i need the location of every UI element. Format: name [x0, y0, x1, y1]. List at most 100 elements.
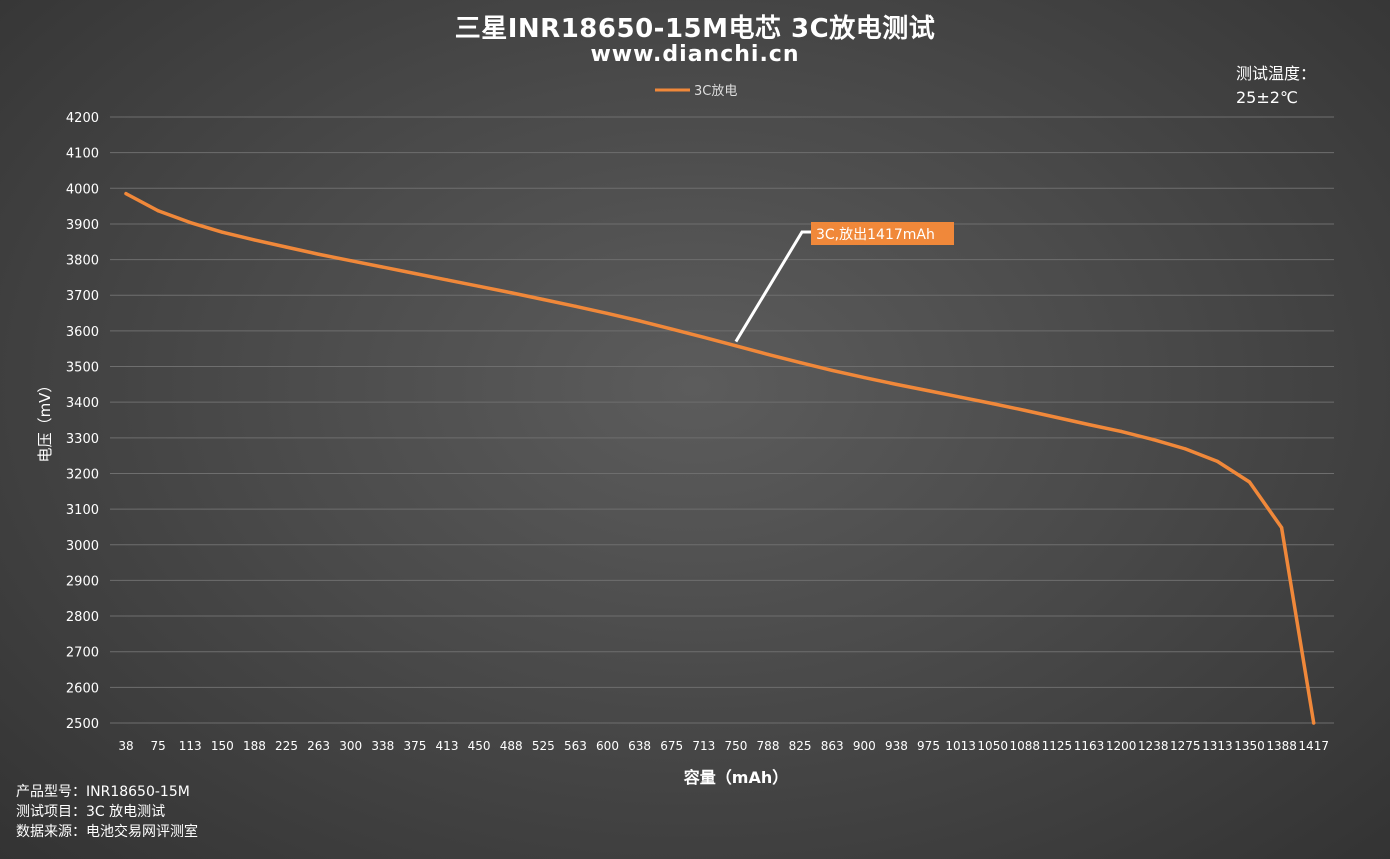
- y-tick-label: 2500: [66, 717, 99, 732]
- y-tick-label: 3100: [66, 503, 99, 518]
- x-tick-label: 450: [468, 739, 491, 753]
- footer-model: 产品型号：INR18650-15M: [16, 784, 190, 800]
- y-tick-label: 3500: [66, 361, 99, 376]
- data-point: [477, 284, 481, 288]
- x-tick-label: 413: [436, 739, 459, 753]
- x-tick-label: 263: [307, 739, 330, 753]
- x-tick-label: 488: [500, 739, 523, 753]
- x-tick-label: 113: [179, 739, 202, 753]
- data-point: [959, 395, 963, 399]
- data-point: [1215, 459, 1219, 463]
- y-tick-label: 4200: [66, 111, 99, 126]
- gridlines: [110, 116, 1334, 724]
- data-point: [541, 297, 545, 302]
- data-point: [284, 245, 289, 249]
- y-tick-label: 4100: [66, 147, 99, 162]
- x-tick-label: 375: [403, 739, 426, 753]
- x-tick-label: 1238: [1138, 739, 1169, 753]
- data-point: [766, 352, 770, 357]
- data-point: [1247, 480, 1252, 484]
- x-tick-label: 600: [596, 739, 619, 753]
- chart-title: 三星INR18650-15M电芯 3C放电测试: [454, 14, 936, 44]
- callout-text: 3C,放出1417mAh: [816, 227, 935, 243]
- data-point: [638, 319, 642, 323]
- x-tick-label: 1050: [977, 739, 1008, 753]
- y-tick-label: 3900: [66, 218, 99, 233]
- data-point: [156, 209, 160, 213]
- x-tick-label: 900: [853, 739, 876, 753]
- data-point: [1055, 415, 1059, 420]
- y-tick-label: 3300: [66, 432, 99, 447]
- y-axis-label: 电压（mV）: [36, 378, 54, 463]
- test-conditions: 测试温度： 25±2℃: [1236, 62, 1316, 110]
- data-point: [798, 361, 802, 365]
- y-tick-label: 2900: [66, 574, 99, 589]
- data-point: [413, 271, 417, 276]
- x-tick-label: 1013: [945, 739, 976, 753]
- data-point: [605, 311, 610, 316]
- x-tick-label: 750: [724, 739, 747, 753]
- data-point: [1151, 438, 1155, 442]
- data-point: [445, 278, 449, 282]
- data-point: [188, 220, 192, 225]
- x-tick-label: 1088: [1010, 739, 1041, 753]
- data-point: [1023, 408, 1027, 412]
- data-point: [317, 252, 321, 256]
- data-point: [573, 304, 578, 308]
- chart-subtitle: www.dianchi.cn: [590, 42, 800, 67]
- annotation: 3C,放出1417mAh: [734, 222, 954, 343]
- callout-box: [811, 222, 954, 245]
- data-point: [1119, 429, 1123, 434]
- series-3c-discharge: [124, 191, 1316, 725]
- data-point: [830, 368, 834, 373]
- y-tick-label: 3200: [66, 467, 99, 482]
- x-tick-label: 863: [821, 739, 844, 753]
- footer-test-item: 测试项目：3C 放电测试: [16, 804, 166, 820]
- data-point: [670, 327, 674, 331]
- x-tick-label: 225: [275, 739, 298, 753]
- y-tick-label: 3600: [66, 325, 99, 340]
- test-temperature-value: 25±2℃: [1236, 88, 1298, 107]
- data-point: [991, 402, 995, 406]
- x-tick-label: 825: [789, 739, 812, 753]
- x-tick-label: 975: [917, 739, 940, 753]
- x-tick-label: 338: [371, 739, 394, 753]
- data-point: [220, 230, 224, 234]
- x-tick-label: 38: [118, 739, 133, 753]
- x-tick-label: 1350: [1234, 739, 1265, 753]
- x-tick-label: 188: [243, 739, 266, 753]
- y-tick-label: 3400: [66, 396, 99, 411]
- x-tick-label: 563: [564, 739, 587, 753]
- data-point: [349, 259, 353, 263]
- y-tick-labels: 4200 4100 4000 3900 3800 3700 3600 3500 3400 3300…: [66, 111, 99, 732]
- x-tick-label: 1275: [1170, 739, 1201, 753]
- x-tick-label: 150: [211, 739, 234, 753]
- y-tick-label: 2800: [66, 610, 99, 625]
- x-tick-label: 938: [885, 739, 908, 753]
- footer-info: 产品型号：INR18650-15M 测试项目：3C 放电测试 数据来源：电池交易…: [16, 782, 198, 842]
- y-tick-label: 3800: [66, 254, 99, 269]
- x-axis-label: 容量（mAh）: [683, 768, 788, 787]
- data-point: [894, 382, 899, 386]
- data-point: [124, 192, 128, 196]
- data-point: [702, 335, 706, 339]
- x-tick-labels: 38 75 113 150 188 225 263 300 338 375 413 450 488 525…: [118, 739, 1329, 753]
- data-point: [381, 265, 385, 269]
- y-tick-label: 3000: [66, 539, 99, 554]
- data-point: [1280, 526, 1284, 530]
- x-tick-label: 1163: [1074, 739, 1105, 753]
- x-tick-label: 300: [339, 739, 362, 753]
- x-tick-label: 1388: [1266, 739, 1297, 753]
- x-tick-label: 1125: [1042, 739, 1073, 753]
- data-point: [1312, 721, 1316, 725]
- y-tick-label: 3700: [66, 289, 99, 304]
- x-tick-label: 638: [628, 739, 651, 753]
- y-tick-label: 2700: [66, 646, 99, 661]
- data-point: [862, 375, 866, 380]
- x-tick-label: 75: [150, 739, 165, 753]
- x-tick-label: 1200: [1106, 739, 1137, 753]
- x-tick-label: 713: [692, 739, 715, 753]
- x-tick-label: 675: [660, 739, 683, 753]
- x-tick-label: 525: [532, 739, 555, 753]
